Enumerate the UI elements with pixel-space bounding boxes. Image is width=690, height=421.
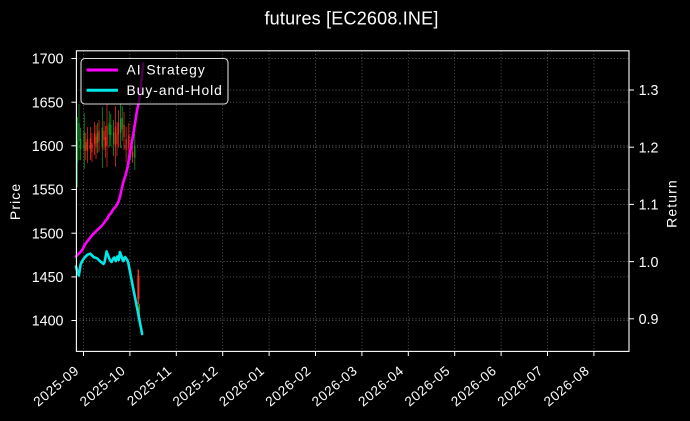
- svg-text:2026-01: 2026-01: [216, 363, 267, 409]
- svg-text:1.1: 1.1: [639, 198, 659, 214]
- svg-text:2025-10: 2025-10: [77, 363, 128, 409]
- svg-text:1500: 1500: [32, 226, 64, 242]
- svg-text:2025-12: 2025-12: [170, 363, 221, 409]
- svg-text:2026-06: 2026-06: [448, 363, 499, 409]
- svg-text:Return: Return: [664, 179, 680, 228]
- svg-text:2026-03: 2026-03: [309, 363, 360, 409]
- svg-text:Price: Price: [7, 183, 23, 220]
- svg-text:2025-11: 2025-11: [124, 363, 175, 409]
- svg-text:AI Strategy: AI Strategy: [127, 63, 206, 78]
- svg-text:1600: 1600: [32, 139, 64, 155]
- svg-text:2025-09: 2025-09: [31, 363, 82, 409]
- svg-text:2026-05: 2026-05: [402, 363, 453, 409]
- svg-text:Buy-and-Hold: Buy-and-Hold: [127, 83, 223, 98]
- svg-text:2026-04: 2026-04: [355, 363, 406, 409]
- svg-text:1550: 1550: [32, 183, 64, 199]
- svg-text:1700: 1700: [32, 52, 64, 68]
- svg-text:1650: 1650: [32, 95, 64, 111]
- svg-text:0.9: 0.9: [639, 312, 659, 328]
- svg-text:1450: 1450: [32, 270, 64, 286]
- svg-text:2026-07: 2026-07: [495, 363, 546, 409]
- svg-text:1400: 1400: [32, 314, 64, 330]
- svg-text:2026-02: 2026-02: [263, 363, 314, 409]
- svg-text:1.2: 1.2: [639, 140, 659, 156]
- svg-text:1.3: 1.3: [639, 83, 659, 99]
- svg-text:1.0: 1.0: [639, 255, 659, 271]
- svg-text:2026-08: 2026-08: [541, 363, 592, 409]
- svg-text:futures [EC2608.INE]: futures [EC2608.INE]: [264, 9, 438, 29]
